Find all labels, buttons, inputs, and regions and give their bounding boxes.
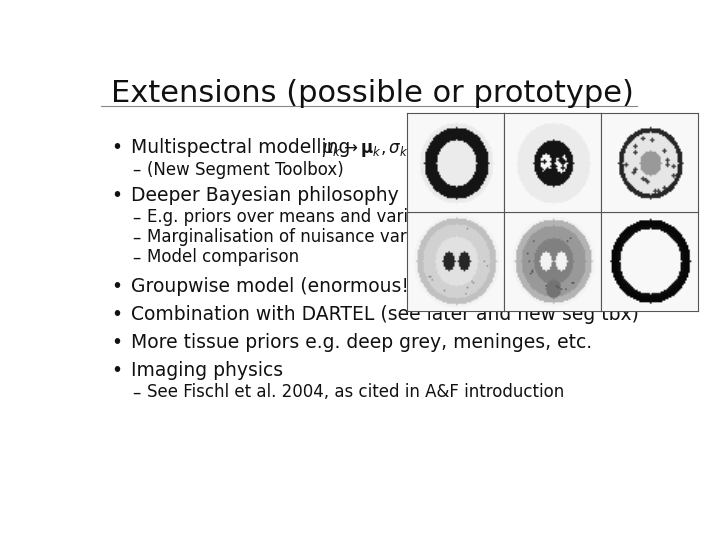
Text: •: •: [111, 276, 122, 295]
Text: –: –: [132, 160, 140, 179]
Text: •: •: [111, 333, 122, 352]
Text: More tissue priors e.g. deep grey, meninges, etc.: More tissue priors e.g. deep grey, menin…: [131, 333, 593, 352]
Text: –: –: [132, 248, 140, 266]
Text: Extensions (possible or prototype): Extensions (possible or prototype): [111, 79, 634, 109]
Text: (New Segment Toolbox): (New Segment Toolbox): [148, 160, 344, 179]
Text: •: •: [111, 361, 122, 380]
Text: Combination with DARTEL (see later and new seg tbx): Combination with DARTEL (see later and n…: [131, 305, 639, 324]
Text: $\mu_k \rightarrow \mathbf{\mu}_k, \sigma_k \rightarrow \mathbf{\sigma}_k, \rho : $\mu_k \rightarrow \mathbf{\mu}_k, \sigm…: [322, 137, 524, 159]
Text: •: •: [111, 305, 122, 324]
Text: Imaging physics: Imaging physics: [131, 361, 284, 380]
Text: –: –: [132, 383, 140, 401]
Text: –: –: [132, 208, 140, 226]
Text: •: •: [111, 186, 122, 205]
Text: Marginalisation of nuisance variables: Marginalisation of nuisance variables: [148, 228, 456, 246]
Text: Deeper Bayesian philosophy: Deeper Bayesian philosophy: [131, 186, 399, 205]
Text: E.g. priors over means and variances: E.g. priors over means and variances: [148, 208, 457, 226]
Text: •: •: [111, 138, 122, 158]
Text: Groupwise model (enormous!): Groupwise model (enormous!): [131, 276, 417, 295]
Text: –: –: [132, 228, 140, 246]
Text: Multispectral modelling: Multispectral modelling: [131, 138, 351, 158]
Text: See Fischl et al. 2004, as cited in A&F introduction: See Fischl et al. 2004, as cited in A&F …: [148, 383, 564, 401]
Text: Model comparison: Model comparison: [148, 248, 300, 266]
